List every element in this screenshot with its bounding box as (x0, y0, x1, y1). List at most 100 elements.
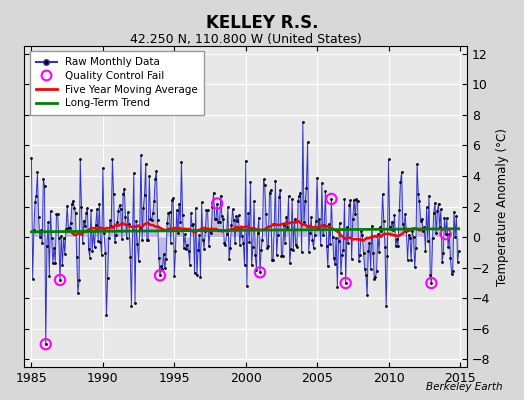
Point (119, 191, 127, 197)
Text: Berkeley Earth: Berkeley Earth (427, 382, 503, 392)
Point (76, 156, 84, 162)
Point (378, 191, 387, 197)
Point (364, 248, 373, 254)
Point (48, 235, 56, 242)
Point (274, 232, 282, 238)
Point (95, 200, 104, 207)
Point (68, 201, 76, 207)
Point (93, 206, 101, 212)
Point (212, 216, 220, 222)
Point (352, 196, 361, 202)
Point (410, 264, 419, 270)
Point (149, 210, 157, 216)
Point (102, 312, 111, 319)
Point (200, 245, 208, 252)
Point (318, 180, 326, 186)
Point (50, 245, 58, 251)
Point (412, 244, 420, 251)
Point (251, 252, 259, 258)
Point (409, 234, 418, 241)
Point (420, 224, 429, 230)
Point (331, 261, 339, 267)
Point (124, 209, 132, 216)
Point (340, 196, 348, 202)
Point (257, 247, 265, 253)
Point (439, 250, 447, 256)
Point (397, 169, 406, 175)
Point (129, 170, 138, 176)
Point (241, 262, 249, 268)
Point (454, 248, 463, 254)
Point (342, 280, 350, 286)
Point (151, 175, 159, 182)
Point (344, 240, 352, 246)
Point (286, 260, 294, 266)
Legend: Raw Monthly Data, Quality Control Fail, Five Year Moving Average, Long-Term Tren: Raw Monthly Data, Quality Control Fail, … (29, 51, 204, 115)
Point (88, 248, 96, 254)
Point (389, 227, 398, 233)
Point (322, 243, 331, 249)
Point (395, 207, 403, 214)
Y-axis label: Temperature Anomaly (°C): Temperature Anomaly (°C) (496, 128, 509, 286)
Point (143, 237, 151, 243)
Point (192, 205, 200, 212)
Point (150, 198, 158, 204)
Point (382, 303, 390, 310)
Point (180, 245, 188, 251)
Point (285, 193, 293, 200)
Point (342, 280, 350, 286)
Point (176, 219, 184, 225)
Point (337, 270, 345, 276)
Point (201, 228, 210, 235)
Point (332, 235, 341, 241)
Point (269, 257, 277, 264)
Point (358, 231, 366, 238)
Point (302, 185, 311, 192)
Point (168, 197, 176, 204)
Point (157, 263, 166, 270)
Point (259, 176, 268, 182)
Point (334, 238, 343, 244)
Point (87, 207, 95, 214)
Point (324, 263, 332, 270)
Point (388, 218, 396, 225)
Point (299, 119, 307, 126)
Point (213, 200, 221, 207)
Point (329, 234, 337, 240)
Point (419, 228, 427, 234)
Point (170, 273, 179, 279)
Point (140, 192, 149, 198)
Point (59, 235, 68, 241)
Point (116, 206, 125, 212)
Point (175, 200, 183, 207)
Point (134, 258, 143, 264)
Point (40, 183, 49, 190)
Point (386, 224, 394, 230)
Point (307, 214, 315, 220)
Point (362, 272, 370, 278)
Point (121, 214, 129, 220)
Point (319, 232, 328, 238)
Point (289, 247, 298, 253)
Point (449, 268, 457, 275)
Point (167, 240, 175, 246)
Point (270, 221, 278, 228)
Point (92, 222, 100, 228)
Point (440, 214, 449, 221)
Point (338, 252, 346, 258)
Point (316, 242, 325, 248)
Point (343, 224, 351, 230)
Point (262, 211, 270, 218)
Point (356, 252, 364, 258)
Point (394, 243, 402, 250)
Point (189, 220, 198, 227)
Point (131, 300, 139, 306)
Point (38, 240, 46, 246)
Point (314, 225, 322, 231)
Point (224, 204, 232, 210)
Point (426, 271, 434, 278)
Point (301, 198, 309, 204)
Point (213, 200, 221, 207)
Point (27, 154, 36, 161)
Point (228, 206, 237, 212)
